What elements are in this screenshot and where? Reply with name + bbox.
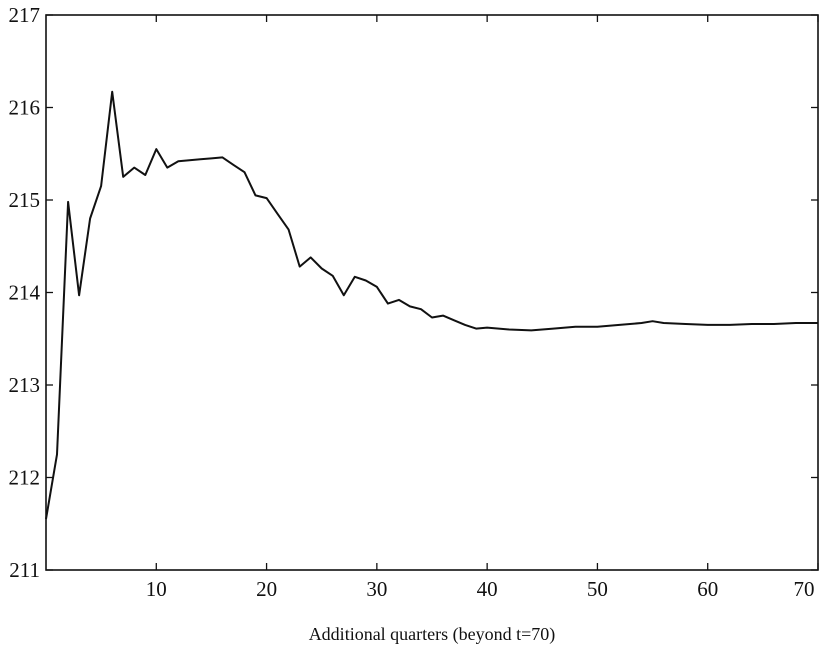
x-axis-label: Additional quarters (beyond t=70) [309, 624, 556, 645]
series-line [45, 90, 818, 520]
y-tick-label: 211 [9, 558, 40, 582]
y-tick-label: 212 [9, 466, 41, 490]
x-tick-label: 20 [256, 577, 277, 601]
y-tick-label: 217 [9, 3, 41, 27]
y-tick-label: 216 [9, 96, 41, 120]
x-tick-label: 50 [587, 577, 608, 601]
y-tick-label: 214 [9, 281, 41, 305]
x-tick-label: 70 [794, 577, 815, 601]
plot-frame [45, 14, 819, 571]
x-tick-label: 10 [146, 577, 167, 601]
x-tick-label: 60 [697, 577, 718, 601]
y-tick-label: 215 [9, 188, 41, 212]
y-axis: 211 212 213 214 215 216 217 [9, 3, 818, 582]
x-tick-label: 40 [477, 577, 498, 601]
x-tick-label: 30 [366, 577, 387, 601]
y-tick-label: 213 [9, 373, 41, 397]
x-axis: 10 20 30 40 50 60 70 [146, 15, 819, 601]
